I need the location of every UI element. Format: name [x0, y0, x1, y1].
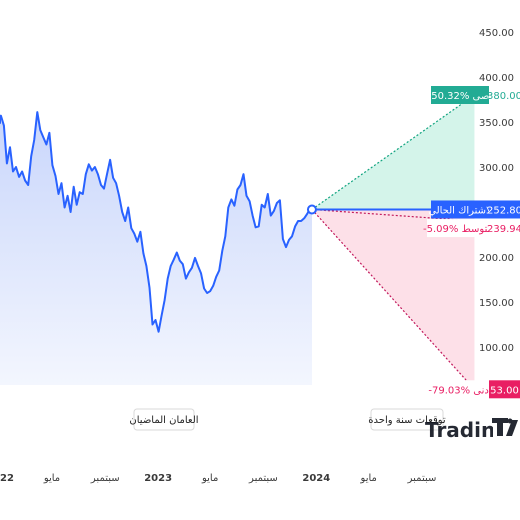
badge-avg-label: -5.09% متوسط: [423, 224, 493, 235]
badge-current-label-bg: [431, 200, 489, 219]
badge-current-value: 252.80: [487, 205, 520, 216]
tradingview-logo-icon: [492, 418, 518, 436]
badge-min-value-bg: [489, 380, 520, 399]
y-tick-label: 200.00: [479, 253, 514, 264]
badge-max-value: 380.00: [487, 91, 520, 102]
badge-max-label-bg: [431, 86, 489, 104]
history-area-fill: [0, 112, 312, 385]
x-tick-label: مايو: [201, 473, 218, 484]
badge-avg-value: 239.94: [487, 224, 520, 235]
y-tick-label: 300.00: [479, 163, 514, 174]
period-label-past-text: العامان الماضيان: [129, 415, 198, 426]
y-tick-label: 150.00: [479, 298, 514, 309]
badge-min-label-bg: [431, 380, 489, 399]
period-label-forecast-text: توقعات سنة واحدة: [368, 415, 446, 426]
y-axis: 100.00150.00200.00250.00300.00350.00400.…: [479, 28, 514, 354]
x-tick-label: سبتمبر: [90, 473, 120, 484]
x-tick-label: مايو: [43, 473, 60, 484]
x-tick-label: 2024: [302, 473, 330, 484]
y-tick-label: 350.00: [479, 118, 514, 129]
min-forecast-line: [311, 209, 475, 390]
tradingview-logo: TradingView: [425, 418, 520, 442]
badge-avg-value-bg: [489, 219, 520, 238]
x-tick-label: 2023: [144, 473, 172, 484]
x-tick-label: 2022: [0, 473, 14, 484]
price-series-line: [0, 111, 313, 333]
y-tick-label: 450.00: [479, 28, 514, 39]
x-axis: 2022 مايو سبتمبر 2023 مايو سبتمبر 2024 مايو سبتم…: [0, 473, 436, 484]
period-label-past: العامان الماضيان: [129, 408, 199, 431]
badge-min-value: 53.00: [490, 385, 519, 396]
badge-max-label: +50.32% أقصى: [423, 89, 497, 102]
period-label-forecast: توقعات سنة واحدة: [368, 408, 446, 431]
avg-forecast-line: [311, 208, 475, 222]
x-tick-label: سبتمبر: [407, 473, 437, 484]
badge-current-label: لاشتراك الحالي: [428, 205, 492, 216]
badge-max-value-bg: [489, 86, 520, 104]
badge-avg-label-bg: [427, 219, 489, 238]
y-tick-label: 400.00: [479, 73, 514, 84]
last-price-marker: [306, 204, 317, 215]
tradingview-logo-text: TradingView: [425, 418, 520, 442]
y-tick-label: 100.00: [479, 343, 514, 354]
badge-min-label: -79.03% أدنى: [428, 383, 491, 396]
x-tick-label: سبتمبر: [248, 473, 278, 484]
badge-current-value-bg: [489, 200, 520, 219]
max-forecast-line: [311, 94, 475, 210]
x-tick-label: مايو: [360, 473, 377, 484]
